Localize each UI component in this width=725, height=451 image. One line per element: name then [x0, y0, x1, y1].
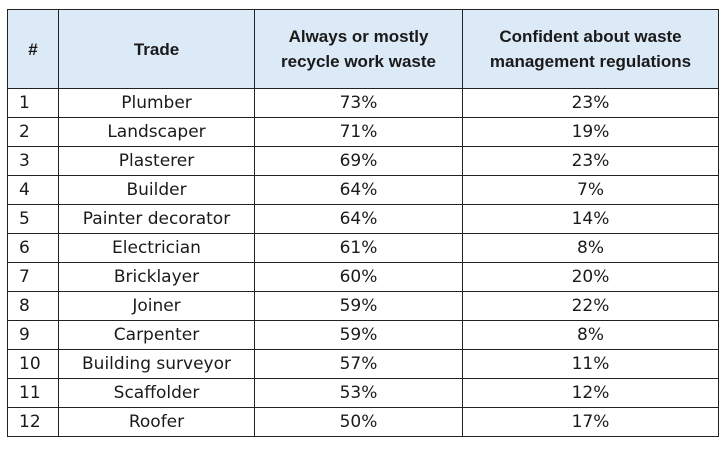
table-container: # Trade Always or mostly recycle work wa…	[7, 9, 719, 437]
table-row: 8 Joiner 59% 22%	[7, 291, 719, 321]
header-confident: Confident about waste management regulat…	[462, 9, 719, 89]
rank-cell: 1	[7, 88, 59, 118]
recycle-cell: 50%	[254, 407, 463, 437]
recycle-cell: 71%	[254, 117, 463, 147]
recycle-cell: 60%	[254, 262, 463, 292]
table-row: 6 Electrician 61% 8%	[7, 233, 719, 263]
table-row: 1 Plumber 73% 23%	[7, 88, 719, 118]
rank-cell: 6	[7, 233, 59, 263]
trade-cell: Electrician	[58, 233, 255, 263]
recycle-cell: 73%	[254, 88, 463, 118]
rank-cell: 11	[7, 378, 59, 408]
confident-cell: 11%	[462, 349, 719, 379]
confident-cell: 8%	[462, 320, 719, 350]
rank-cell: 3	[7, 146, 59, 176]
table-row: 11 Scaffolder 53% 12%	[7, 378, 719, 408]
header-recycle: Always or mostly recycle work waste	[254, 9, 463, 89]
rank-cell: 10	[7, 349, 59, 379]
confident-cell: 8%	[462, 233, 719, 263]
table-row: 5 Painter decorator 64% 14%	[7, 204, 719, 234]
table-row: 9 Carpenter 59% 8%	[7, 320, 719, 350]
trade-cell: Carpenter	[58, 320, 255, 350]
rank-cell: 9	[7, 320, 59, 350]
table-row: 2 Landscaper 71% 19%	[7, 117, 719, 147]
trade-waste-table: # Trade Always or mostly recycle work wa…	[7, 9, 719, 437]
trade-cell: Joiner	[58, 291, 255, 321]
rank-cell: 7	[7, 262, 59, 292]
confident-cell: 20%	[462, 262, 719, 292]
header-row: # Trade Always or mostly recycle work wa…	[7, 9, 719, 89]
confident-cell: 19%	[462, 117, 719, 147]
trade-cell: Plumber	[58, 88, 255, 118]
trade-cell: Plasterer	[58, 146, 255, 176]
recycle-cell: 53%	[254, 378, 463, 408]
trade-cell: Painter decorator	[58, 204, 255, 234]
recycle-cell: 64%	[254, 204, 463, 234]
recycle-cell: 57%	[254, 349, 463, 379]
recycle-cell: 64%	[254, 175, 463, 205]
table-row: 4 Builder 64% 7%	[7, 175, 719, 205]
rank-cell: 5	[7, 204, 59, 234]
table-row: 3 Plasterer 69% 23%	[7, 146, 719, 176]
rank-cell: 4	[7, 175, 59, 205]
rank-cell: 2	[7, 117, 59, 147]
recycle-cell: 59%	[254, 291, 463, 321]
table-row: 12 Roofer 50% 17%	[7, 407, 719, 437]
trade-cell: Building surveyor	[58, 349, 255, 379]
recycle-cell: 69%	[254, 146, 463, 176]
rank-cell: 8	[7, 291, 59, 321]
trade-cell: Bricklayer	[58, 262, 255, 292]
trade-cell: Roofer	[58, 407, 255, 437]
confident-cell: 22%	[462, 291, 719, 321]
confident-cell: 23%	[462, 146, 719, 176]
rank-cell: 12	[7, 407, 59, 437]
confident-cell: 14%	[462, 204, 719, 234]
trade-cell: Landscaper	[58, 117, 255, 147]
confident-cell: 17%	[462, 407, 719, 437]
trade-cell: Builder	[58, 175, 255, 205]
header-trade: Trade	[58, 9, 255, 89]
table-row: 7 Bricklayer 60% 20%	[7, 262, 719, 292]
confident-cell: 12%	[462, 378, 719, 408]
trade-cell: Scaffolder	[58, 378, 255, 408]
table-row: 10 Building surveyor 57% 11%	[7, 349, 719, 379]
confident-cell: 23%	[462, 88, 719, 118]
confident-cell: 7%	[462, 175, 719, 205]
recycle-cell: 61%	[254, 233, 463, 263]
header-rank: #	[7, 9, 59, 89]
recycle-cell: 59%	[254, 320, 463, 350]
